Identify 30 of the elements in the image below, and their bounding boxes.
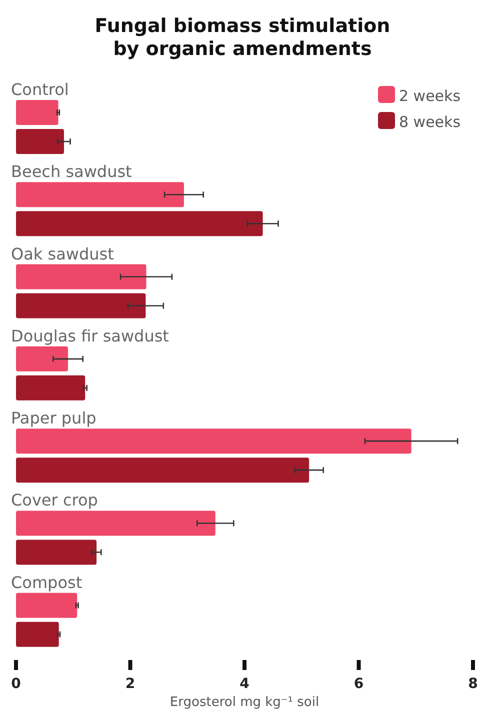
bar: [16, 182, 184, 208]
bar: [16, 428, 412, 454]
x-tick-label: 6: [354, 676, 364, 692]
chart-title: Fungal biomass stimulation by organic amendments: [94, 15, 390, 60]
bar: [16, 100, 58, 125]
y-tick-label: Cover crop: [11, 490, 98, 510]
legend-label: 8 weeks: [399, 113, 461, 131]
x-tick-label: 0: [11, 676, 22, 692]
legend-label: 2 weeks: [399, 87, 461, 105]
bar: [16, 375, 86, 400]
x-tick-label: 2: [125, 676, 136, 692]
x-tick-label: 4: [240, 676, 250, 692]
bar: [16, 293, 146, 318]
bar: [16, 264, 146, 290]
y-tick-label: Beech sawdust: [11, 162, 132, 182]
bar: [16, 211, 263, 236]
y-tick-label: Compost: [11, 572, 82, 592]
x-tick-label: 8: [468, 676, 478, 692]
bar: [16, 346, 68, 372]
bar: [16, 622, 59, 647]
bar: [16, 129, 64, 154]
y-tick-label: Oak sawdust: [11, 244, 114, 264]
bar: [16, 510, 216, 536]
x-axis-title: Ergosterol mg kg⁻¹ soil: [170, 695, 320, 710]
bar: [16, 592, 78, 618]
bar: [16, 540, 97, 565]
y-tick-label: Control: [11, 80, 69, 99]
y-tick-label: Paper pulp: [11, 408, 96, 428]
bar: [16, 458, 310, 483]
y-tick-label: Douglas fir sawdust: [11, 326, 169, 346]
